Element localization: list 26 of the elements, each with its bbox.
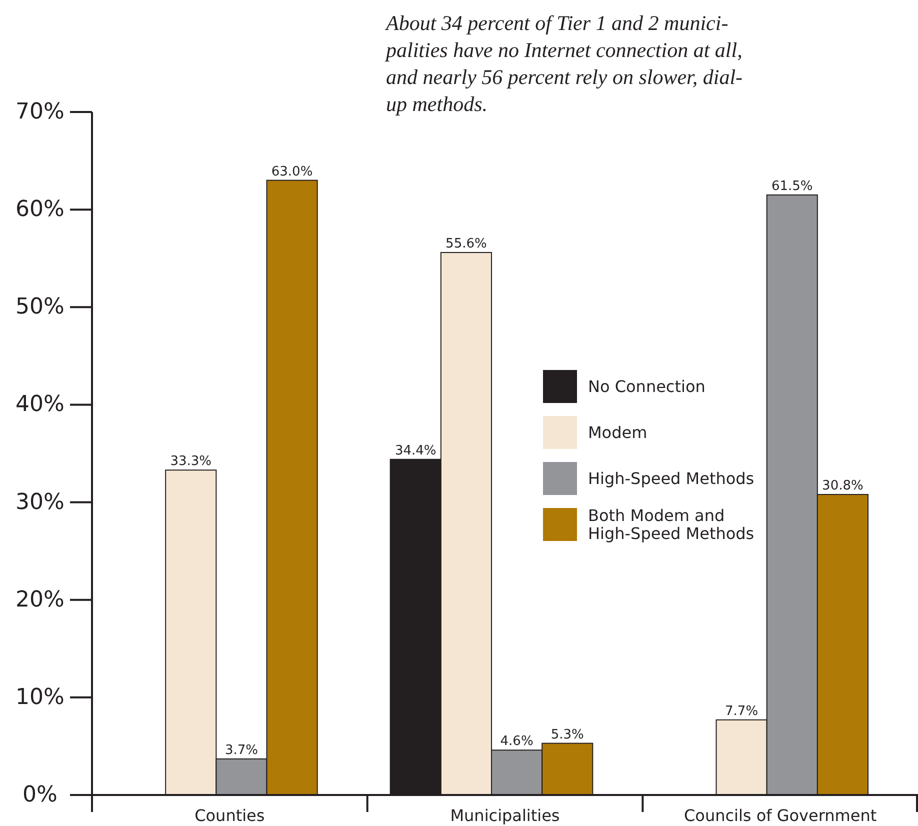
data-label: 55.6% xyxy=(446,236,487,252)
data-label: 4.6% xyxy=(500,734,534,750)
x-tick-label: Municipalities xyxy=(450,806,560,825)
y-tick-label: 40% xyxy=(16,392,64,418)
y-tick-label: 0% xyxy=(22,782,58,808)
legend-label: Modem xyxy=(588,423,648,442)
legend-label: Both Modem and High-Speed Methods xyxy=(588,506,754,543)
y-tick-label: 10% xyxy=(16,684,64,710)
data-label: 33.3% xyxy=(170,454,212,470)
data-label: 3.7% xyxy=(224,742,258,758)
chart-title: About 34 percent of Tier 1 and 2 munici- palities have no Internet connection at all, and nearly 56 percent rely on slower, dial- up methods. xyxy=(384,11,743,116)
x-tick-label: Counties xyxy=(194,806,265,825)
y-tick-label: 20% xyxy=(16,587,64,612)
y-tick-label: 60% xyxy=(16,197,64,222)
data-label: 34.4% xyxy=(394,443,436,458)
y-tick-label: 30% xyxy=(16,490,64,515)
x-tick-label: Councils of Government xyxy=(684,806,877,825)
data-label: 30.8% xyxy=(822,478,864,494)
data-label: 63.0% xyxy=(271,164,313,180)
y-tick-label: 50% xyxy=(16,294,64,320)
legend-label: No Connection xyxy=(588,377,706,396)
data-label: 5.3% xyxy=(550,727,584,742)
data-label: 61.5% xyxy=(771,178,813,194)
y-tick-label: 70% xyxy=(16,100,64,124)
legend-label: High-Speed Methods xyxy=(588,469,754,488)
data-label: 7.7% xyxy=(725,704,758,719)
